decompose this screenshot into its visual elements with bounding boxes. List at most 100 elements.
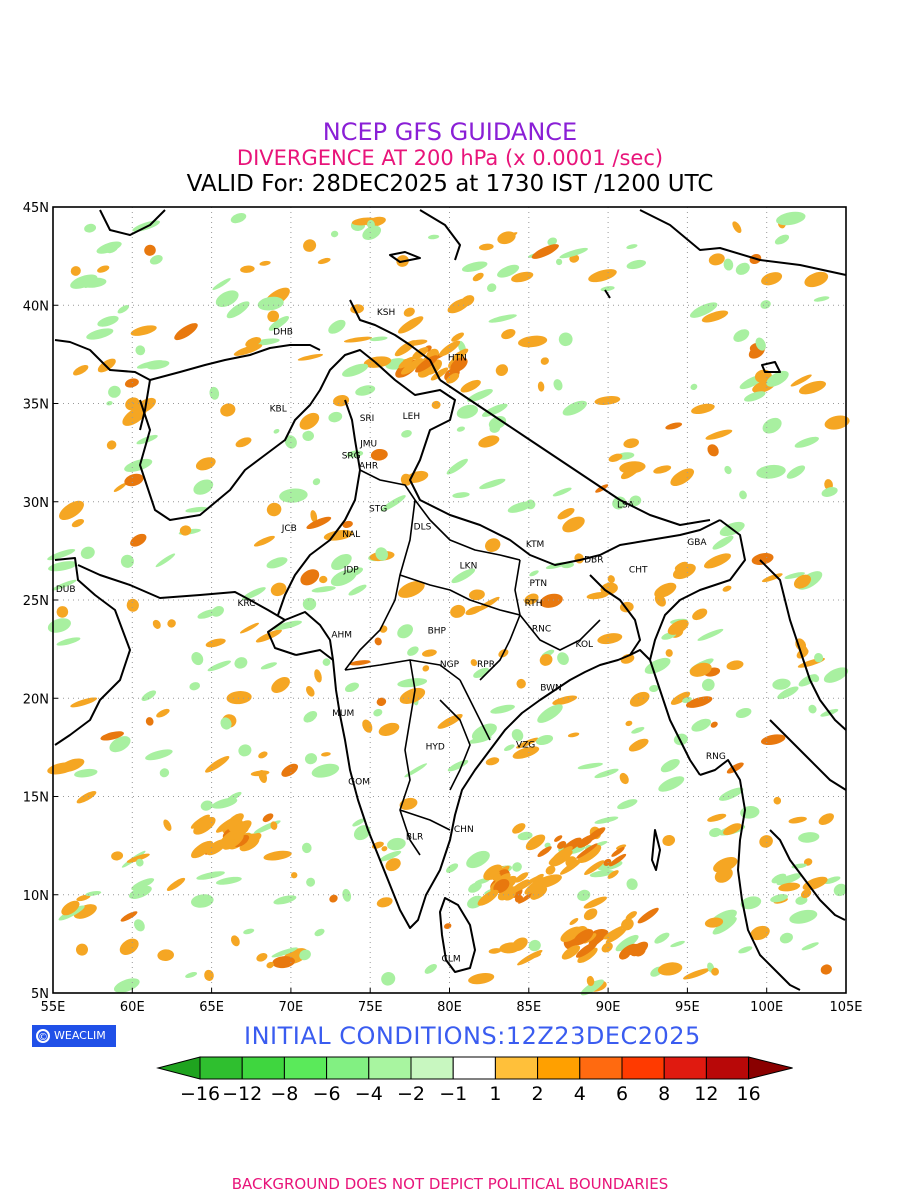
divergence-patch (644, 657, 671, 674)
divergence-patch (492, 873, 501, 881)
divergence-patch (692, 608, 708, 621)
divergence-patch (833, 883, 847, 897)
divergence-patch (485, 538, 501, 552)
divergence-patch (670, 940, 685, 948)
divergence-patch (124, 458, 153, 472)
divergence-patch (51, 579, 77, 591)
station-label: JCB (281, 524, 297, 534)
divergence-patch (256, 952, 268, 962)
xinjiang-border (349, 299, 441, 381)
divergence-patch (589, 869, 615, 878)
divergence-patch (346, 450, 364, 458)
divergence-patch (424, 963, 437, 974)
divergence-patch (760, 734, 786, 746)
divergence-patch (744, 391, 766, 402)
divergence-patch (779, 932, 793, 944)
station-label: SRI (360, 414, 375, 424)
divergence-patch (240, 265, 255, 273)
station-label: AHM (331, 630, 352, 640)
divergence-patch (362, 225, 382, 240)
divergence-patch (607, 575, 615, 584)
y-tick-label: 40N (23, 299, 49, 314)
legend-label: 16 (737, 1083, 761, 1105)
divergence-patch (205, 638, 226, 648)
divergence-patch (691, 403, 715, 415)
divergence-patch (723, 823, 742, 836)
divergence-patch (552, 856, 565, 865)
station-label: JDP (343, 566, 360, 576)
divergence-patch (637, 907, 659, 924)
divergence-patch (253, 535, 275, 547)
divergence-patch (488, 416, 507, 430)
andaman-islands (651, 829, 661, 871)
divergence-patch (604, 926, 624, 940)
divergence-patch (381, 972, 396, 986)
station-label: KTM (526, 540, 544, 550)
divergence-patch (559, 247, 588, 259)
divergence-patch (268, 316, 290, 331)
divergence-patch (456, 404, 479, 419)
divergence-patch (303, 239, 317, 252)
myanmar-coastline (699, 759, 801, 991)
divergence-patch (97, 315, 119, 327)
divergence-patch (654, 932, 670, 944)
divergence-patch (97, 265, 110, 273)
divergence-patch (718, 787, 744, 801)
copyright-circle-icon: © (36, 1029, 50, 1043)
divergence-patch (190, 894, 214, 908)
divergence-patch (600, 286, 615, 292)
divergence-patch (233, 344, 263, 356)
divergence-patch (561, 945, 581, 960)
divergence-patch (674, 561, 688, 571)
divergence-patch (594, 768, 619, 779)
divergence-patch (229, 820, 252, 838)
divergence-patch (220, 717, 232, 730)
divergence-patch (778, 882, 801, 892)
divergence-patch (267, 310, 280, 323)
divergence-patch (397, 624, 413, 639)
legend-label: −1 (439, 1083, 467, 1105)
divergence-patch (333, 394, 350, 407)
station-label: NGP (440, 660, 460, 670)
divergence-patch (312, 478, 321, 486)
divergence-patch (400, 358, 424, 375)
divergence-patch (398, 580, 425, 598)
divergence-patch (106, 401, 113, 406)
divergence-patch (665, 422, 683, 430)
divergence-patch (801, 942, 819, 951)
tibet-lake (604, 289, 611, 299)
divergence-patch (375, 547, 389, 561)
lat-lon-grid (53, 207, 846, 993)
station-label: CLM (442, 955, 461, 965)
divergence-patch (61, 900, 80, 916)
laos-border (769, 719, 847, 791)
afpak-border (139, 349, 376, 521)
divergence-patch (662, 835, 676, 846)
x-tick-label: 65E (199, 1000, 224, 1015)
divergence-patch (800, 889, 812, 899)
divergence-patch (431, 400, 441, 409)
divergence-patch (124, 473, 144, 487)
divergence-patch (129, 885, 152, 899)
divergence-patch (621, 918, 634, 931)
divergence-patch (243, 928, 255, 935)
divergence-patch (605, 928, 627, 944)
divergence-patch (707, 444, 719, 457)
lake-1 (389, 251, 421, 263)
divergence-patch (813, 296, 830, 302)
axis-ticks: 55E 60E 65E 70E 75E 80E 85E 90E 95E 100E 105E 45N 40… (23, 201, 863, 1015)
divergence-patch (495, 364, 509, 376)
station-label: STG (369, 505, 387, 515)
station-label: CHT (629, 566, 648, 576)
divergence-patch (501, 329, 516, 340)
divergence-patch (47, 549, 76, 561)
divergence-patch (130, 533, 147, 547)
divergence-patch (615, 934, 639, 952)
divergence-patch (577, 947, 598, 964)
legend-swatch (368, 1056, 412, 1080)
legend-swatch (748, 1056, 793, 1080)
divergence-patch (583, 896, 607, 909)
divergence-patch (314, 928, 325, 937)
divergence-patch (794, 436, 819, 448)
divergence-patch (612, 496, 627, 510)
